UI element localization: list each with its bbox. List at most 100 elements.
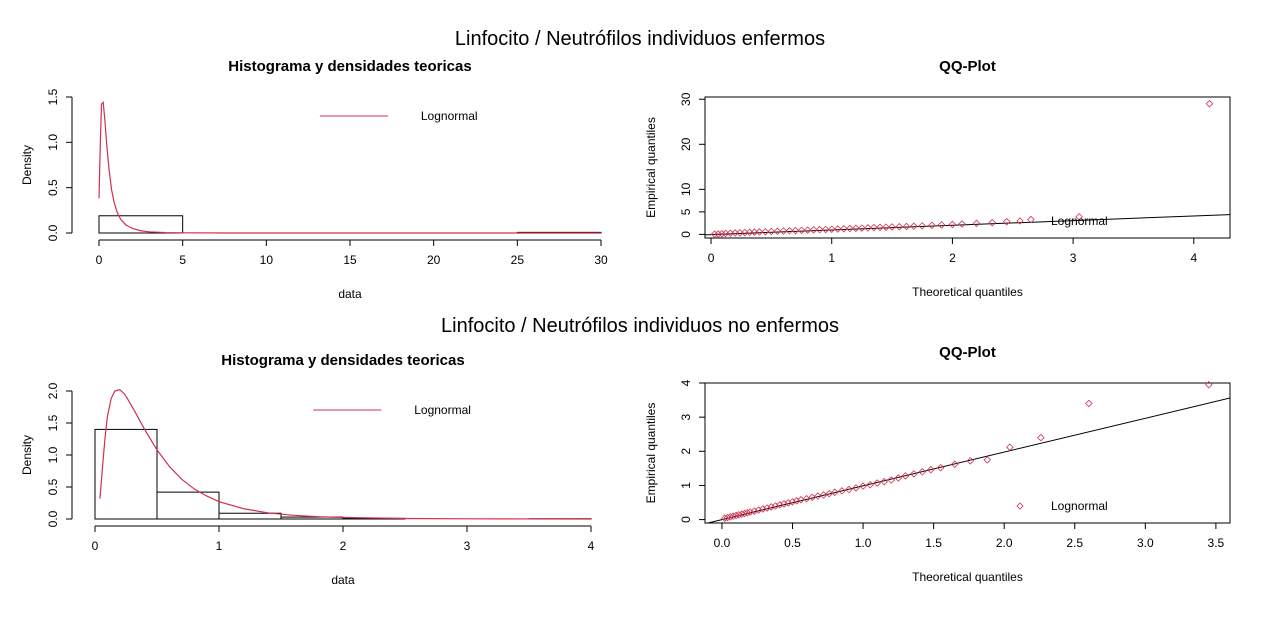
qq-point (894, 474, 903, 482)
qq-point (735, 511, 743, 519)
qq-point (910, 222, 918, 231)
y-tick-label: 0.5 (46, 179, 60, 196)
qq-point (1002, 218, 1011, 226)
qq-point (833, 225, 842, 233)
qq-point (732, 511, 740, 520)
qq-reference-line (705, 214, 1230, 236)
histogram-bar (218, 512, 282, 520)
qq-point (876, 223, 884, 232)
x-tick-label: 2.0 (996, 536, 1013, 550)
qq-point (1027, 215, 1035, 224)
x-tick-label: 1.5 (925, 536, 942, 550)
y-tick-label: 4 (679, 379, 693, 386)
qq-point (936, 463, 945, 472)
qq-point (866, 480, 874, 489)
qq-point (958, 220, 966, 228)
x-tick-label: 15 (343, 253, 357, 267)
legend-label: Lognormal (1051, 499, 1108, 513)
qq-point (927, 465, 935, 474)
qq-point (972, 219, 981, 228)
qq-point (808, 493, 817, 502)
qq-point (755, 228, 764, 236)
legend-label: Lognormal (1051, 214, 1108, 228)
qq-point (821, 225, 830, 234)
qq-point (788, 498, 797, 506)
x-tick-label: 1 (216, 539, 223, 553)
qq-point (797, 226, 806, 235)
qq-point (901, 472, 910, 480)
qq-point (918, 222, 927, 230)
x-tick-label: 0.0 (714, 536, 731, 550)
qq-point (767, 227, 776, 236)
panel-qq_no_enfermos: QQ-Plot Theoretical quantiles Empirical qu… (644, 344, 1231, 584)
y-tick-label: 0.0 (46, 224, 60, 241)
qq-point (720, 514, 729, 522)
x-tick-label: 0 (96, 253, 103, 267)
qq-point (937, 221, 946, 229)
suptitle-top: Linfocito / Neutrófilos individuos enfer… (455, 28, 825, 50)
qq-point (815, 225, 824, 234)
qq-point (918, 468, 927, 476)
qq-point (802, 494, 811, 503)
x-axis-label: Theoretical quantiles (912, 570, 1023, 584)
y-tick-label: 0 (679, 231, 693, 238)
qq-point (773, 227, 782, 236)
qq-point (895, 222, 904, 231)
qq-point (858, 224, 866, 232)
y-tick-label: 2.0 (46, 382, 60, 399)
panel-title: QQ-Plot (939, 344, 996, 361)
x-tick-label: 0.5 (784, 536, 801, 550)
qq-point (779, 227, 788, 235)
qq-point (819, 491, 828, 499)
qq-point (948, 220, 957, 229)
qq-point (791, 226, 800, 235)
panel-hist_enfermos: Histograma y densidades teoricas data Dens… (20, 58, 608, 301)
y-tick-label: 0.5 (46, 478, 60, 495)
qq-point (1205, 380, 1213, 389)
qq-point (859, 482, 867, 490)
density-curve-lognormal (98, 101, 601, 234)
panel-title: Histograma y densidades teoricas (228, 58, 471, 75)
qq-point (726, 513, 735, 521)
y-tick-label: 5 (679, 208, 693, 215)
panel-hist_no_enfermos: Histograma y densidades teoricas data Dens… (20, 352, 595, 587)
qq-point (759, 505, 767, 513)
y-tick-label: 1.5 (46, 414, 60, 431)
x-tick-label: 3.5 (1208, 536, 1225, 550)
qq-point (763, 504, 771, 512)
y-tick-label: 2 (679, 448, 693, 455)
y-tick-label: 1.0 (46, 446, 60, 463)
x-tick-label: 2 (949, 251, 956, 265)
x-tick-label: 25 (511, 253, 525, 267)
qq-point (767, 503, 776, 511)
qq-point (1205, 99, 1214, 108)
x-tick-label: 1.0 (855, 536, 872, 550)
x-tick-label: 2.5 (1066, 536, 1083, 550)
qq-point (951, 460, 959, 469)
y-axis-label: Empirical quantiles (644, 117, 658, 218)
y-tick-label: 20 (679, 137, 693, 151)
y-tick-label: 3 (679, 413, 693, 420)
qq-point (714, 230, 723, 238)
panel-qq_enfermos: QQ-Plot Theoretical quantiles Empirical qu… (644, 58, 1231, 299)
histogram-bar (98, 215, 184, 234)
qq-point (838, 487, 846, 495)
qq-point (743, 508, 752, 517)
qq-point (887, 476, 896, 484)
plot-frame (704, 96, 1231, 239)
density-curve-lognormal (99, 389, 592, 520)
qq-point (754, 506, 763, 514)
histogram-bar (156, 491, 220, 520)
legend-label: Lognormal (421, 109, 478, 123)
y-tick-label: 30 (679, 92, 693, 106)
legend-marker (1016, 502, 1024, 510)
y-tick-label: 0 (679, 516, 693, 523)
x-tick-label: 0 (92, 539, 99, 553)
qq-point (1037, 433, 1045, 442)
qq-point (840, 224, 848, 233)
x-tick-label: 3.0 (1137, 536, 1154, 550)
x-tick-label: 1 (828, 251, 835, 265)
y-tick-label: 1 (679, 482, 693, 489)
qq-point (827, 225, 836, 233)
